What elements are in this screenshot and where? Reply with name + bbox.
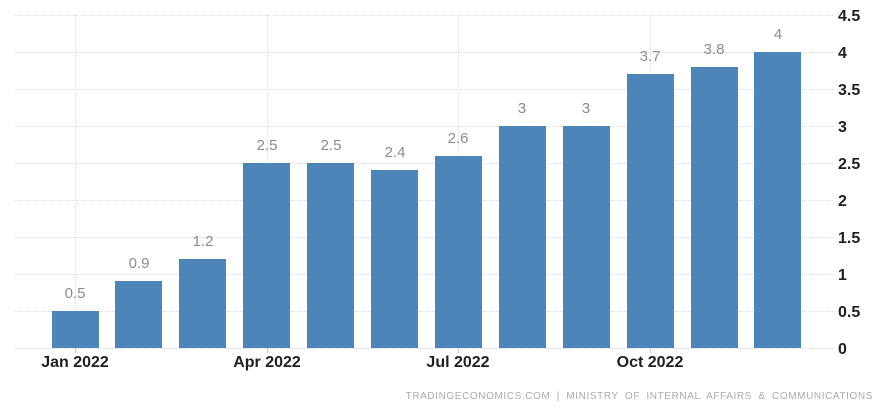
bar-value-label: 0.9 (128, 255, 150, 272)
horizontal-gridline (15, 52, 833, 53)
bar-nov-2022[interactable] (691, 67, 738, 348)
x-axis-label: Oct 2022 (616, 354, 684, 371)
bar-oct-2022[interactable] (627, 74, 674, 348)
bar-jul-2022[interactable] (435, 156, 482, 348)
x-axis-tick (267, 348, 268, 353)
x-axis-label: Jan 2022 (41, 354, 109, 371)
x-axis-label: Jul 2022 (426, 354, 490, 371)
attribution-text: TRADINGECONOMICS.COM | MINISTRY OF INTER… (405, 391, 873, 402)
horizontal-gridline (15, 311, 833, 312)
y-axis-label: 3 (838, 119, 847, 136)
bar-value-label: 2.4 (384, 144, 406, 161)
bar-value-label: 3 (517, 100, 527, 117)
bar-may-2022[interactable] (307, 163, 354, 348)
bar-value-label: 2.5 (320, 137, 342, 154)
x-axis-tick (458, 348, 459, 353)
bar-apr-2022[interactable] (243, 163, 290, 348)
attribution: TRADINGECONOMICS.COM | MINISTRY OF INTER… (406, 391, 873, 402)
horizontal-gridline (15, 126, 833, 127)
bar-value-label: 3.8 (703, 41, 725, 58)
bar-aug-2022[interactable] (499, 126, 546, 348)
y-axis-label: 2 (838, 193, 847, 210)
bar-value-label: 3 (581, 100, 591, 117)
y-axis-label: 4 (838, 45, 847, 62)
bar-value-label: 1.2 (192, 233, 214, 250)
bar-mar-2022[interactable] (179, 259, 226, 348)
horizontal-gridline (15, 200, 833, 201)
x-axis-tick (75, 348, 76, 353)
y-axis-label: 0 (838, 341, 847, 358)
horizontal-gridline (15, 89, 833, 90)
bar-value-label: 4 (773, 26, 783, 43)
bar-value-label: 0.5 (64, 285, 86, 302)
y-axis-label: 1 (838, 267, 847, 284)
y-axis-label: 1.5 (838, 230, 861, 247)
horizontal-gridline (15, 348, 833, 349)
horizontal-gridline (15, 15, 833, 16)
bar-feb-2022[interactable] (115, 281, 162, 348)
y-axis-label: 4.5 (838, 8, 861, 25)
bar-value-label: 2.6 (447, 130, 469, 147)
bar-value-label: 2.5 (256, 137, 278, 154)
bar-sep-2022[interactable] (563, 126, 610, 348)
bar-dec-2022[interactable] (754, 52, 801, 348)
bar-value-label: 3.7 (639, 48, 661, 65)
x-axis-tick (650, 348, 651, 353)
x-axis-label: Apr 2022 (233, 354, 301, 371)
y-axis-label: 3.5 (838, 82, 861, 99)
horizontal-gridline (15, 237, 833, 238)
bar-jan-2022[interactable] (52, 311, 99, 348)
horizontal-gridline (15, 274, 833, 275)
y-axis-label: 2.5 (838, 156, 861, 173)
bar-jun-2022[interactable] (371, 170, 418, 348)
vertical-gridline (75, 15, 76, 348)
y-axis-label: 0.5 (838, 304, 861, 321)
horizontal-gridline (15, 163, 833, 164)
